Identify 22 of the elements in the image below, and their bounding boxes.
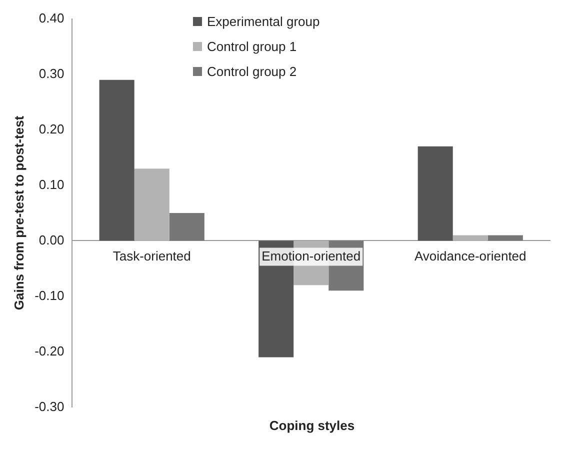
y-tick-label: -0.10 — [34, 288, 64, 303]
legend-label: Experimental group — [207, 14, 320, 29]
y-tick-label: 0.20 — [38, 121, 64, 136]
y-tick-label: -0.30 — [34, 398, 64, 414]
x-tick-label: Emotion-oriented — [262, 248, 361, 264]
y-tick-label: -0.20 — [34, 343, 64, 358]
bar — [488, 235, 523, 241]
legend-label: Control group 1 — [207, 39, 297, 54]
bar — [99, 80, 134, 241]
bar — [169, 213, 204, 241]
bar — [134, 168, 170, 241]
y-axis-title: Gains from pre-test to post-test — [11, 115, 26, 310]
x-tick-label: Task-oriented — [112, 248, 191, 264]
y-tick-label: 0.30 — [38, 66, 64, 81]
x-tick-label: Avoidance-oriented — [414, 248, 526, 264]
y-tick-label: 0.40 — [38, 10, 64, 26]
bar — [452, 235, 488, 241]
y-tick-label: 0.00 — [38, 232, 64, 248]
x-axis-title: Coping styles — [268, 418, 356, 433]
bar — [418, 146, 453, 241]
y-tick-label: 0.10 — [38, 176, 64, 192]
legend-label: Control group 2 — [207, 64, 297, 79]
